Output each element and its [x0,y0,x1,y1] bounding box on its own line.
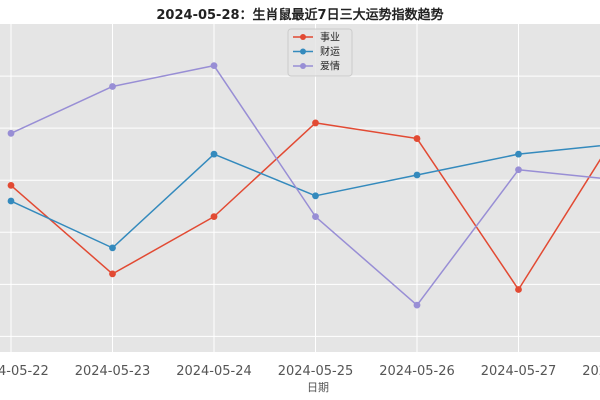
data-point [109,270,116,278]
data-point [515,166,522,174]
data-point [7,129,15,137]
x-axis-label: 日期 [307,381,329,394]
legend-marker [300,34,306,40]
legend-label: 财运 [320,45,340,58]
data-point [515,150,522,158]
x-tick-label: 2024-05-28 [582,364,600,379]
x-tick-label: 2024-05-25 [278,364,354,379]
data-point [515,286,522,293]
data-point [109,244,116,252]
legend-marker [300,63,306,69]
x-tick-label: 2024-05-26 [379,364,455,379]
x-tick-label: 2024-05-27 [481,364,557,379]
data-point [210,150,218,158]
data-point [312,119,319,127]
x-tick-label: 2024-05-24 [176,364,252,379]
data-point [413,301,421,309]
legend-label: 爱情 [320,60,340,73]
x-tick-labels: 2024-05-22 2024-05-23 2024-05-24 2024-05-25… [0,364,600,379]
data-point [312,192,319,200]
chart-title: 2024-05-28：生肖鼠最近7日三大运势指数趋势 [156,8,444,23]
plot-area [0,24,600,352]
data-point [210,62,218,70]
data-point [413,135,421,142]
series-layer [7,62,600,309]
data-point [109,83,116,90]
data-point [413,171,421,179]
x-tick-label: 2024-05-22 [0,364,49,379]
data-point [312,213,319,221]
legend-marker [300,48,306,55]
data-point [210,213,218,221]
data-point [7,181,15,189]
x-tick-label: 2024-05-23 [75,364,151,379]
data-point [7,197,15,205]
legend-label: 事业 [320,31,340,44]
